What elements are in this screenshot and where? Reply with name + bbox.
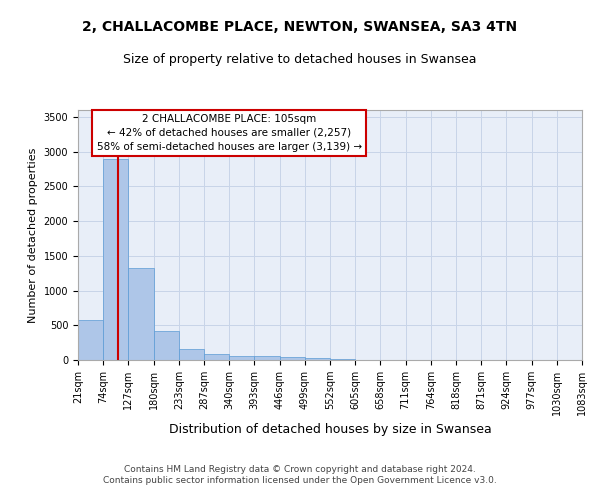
Text: Size of property relative to detached houses in Swansea: Size of property relative to detached ho… <box>123 52 477 66</box>
Text: Contains HM Land Registry data © Crown copyright and database right 2024.: Contains HM Land Registry data © Crown c… <box>124 465 476 474</box>
Y-axis label: Number of detached properties: Number of detached properties <box>28 148 38 322</box>
Bar <box>103 158 128 360</box>
Text: 2, CHALLACOMBE PLACE, NEWTON, SWANSEA, SA3 4TN: 2, CHALLACOMBE PLACE, NEWTON, SWANSEA, S… <box>82 20 518 34</box>
X-axis label: Distribution of detached houses by size in Swansea: Distribution of detached houses by size … <box>169 424 491 436</box>
Bar <box>128 268 154 360</box>
Bar <box>154 331 179 360</box>
Bar <box>78 320 103 360</box>
Text: 2 CHALLACOMBE PLACE: 105sqm
← 42% of detached houses are smaller (2,257)
58% of : 2 CHALLACOMBE PLACE: 105sqm ← 42% of det… <box>97 114 362 152</box>
Text: Contains public sector information licensed under the Open Government Licence v3: Contains public sector information licen… <box>103 476 497 485</box>
Bar <box>229 356 254 360</box>
Bar <box>280 357 305 360</box>
Bar <box>305 358 330 360</box>
Bar <box>204 354 229 360</box>
Bar <box>179 349 204 360</box>
Bar <box>254 356 280 360</box>
